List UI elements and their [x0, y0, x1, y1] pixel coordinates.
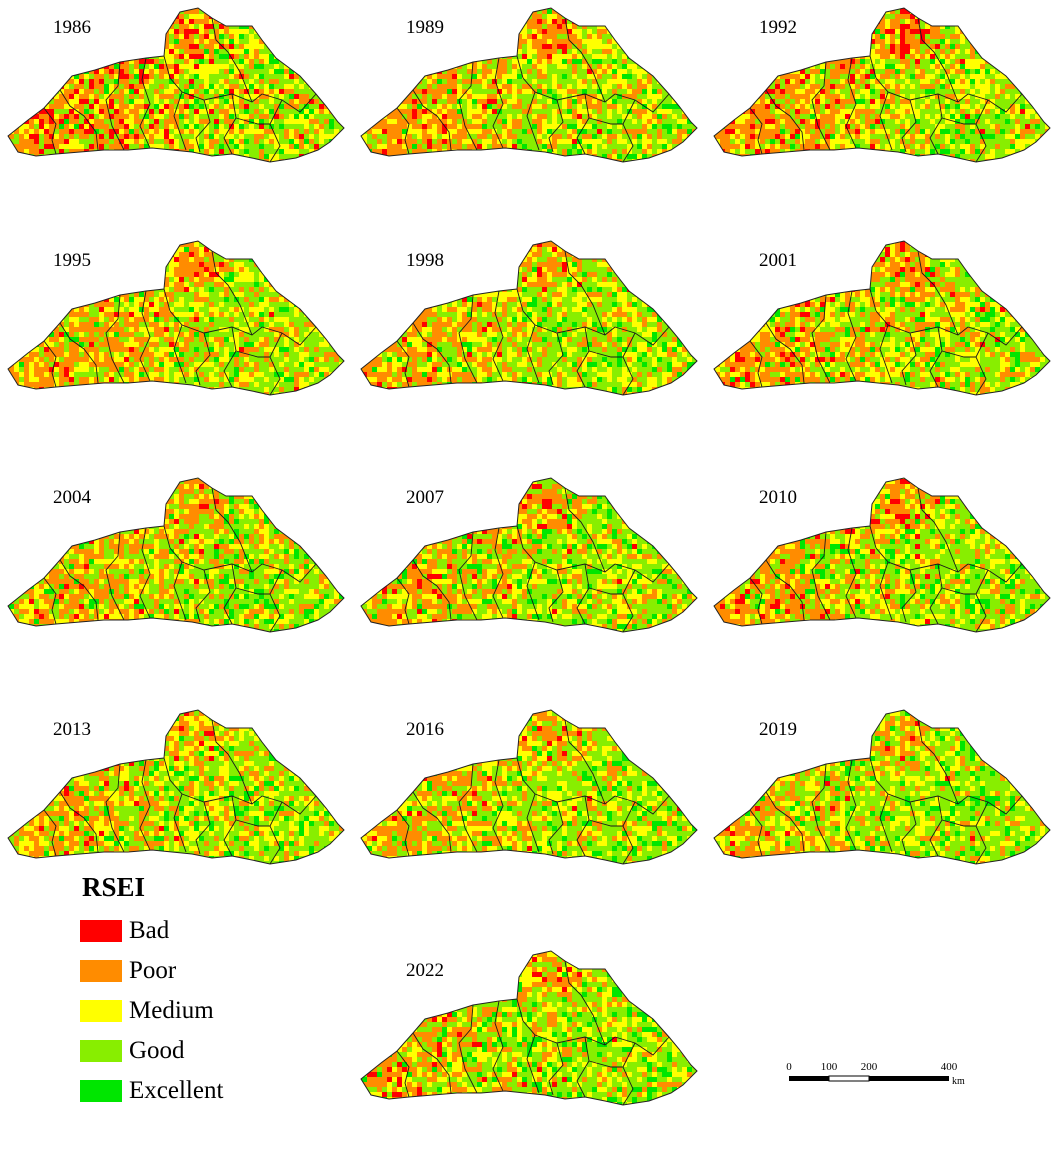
legend-title: RSEI: [82, 872, 145, 903]
scale-bar-segment-black-2: [869, 1076, 949, 1081]
county-boundaries-1995: [43, 250, 317, 395]
year-label-2004: 2004: [53, 487, 91, 509]
rsei-map-1992: [713, 7, 1051, 163]
county-boundaries-2022: [396, 960, 670, 1105]
rsei-map-1989: [360, 7, 698, 163]
year-label-1986: 1986: [53, 17, 91, 39]
region-outline-2004: [7, 477, 345, 633]
legend-label-poor: Poor: [129, 956, 176, 986]
legend-item-bad: Bad: [80, 916, 300, 946]
legend-label-bad: Bad: [129, 916, 169, 946]
region-outline-1995: [7, 240, 345, 396]
region-outline-1986: [7, 7, 345, 163]
county-boundaries-2019: [749, 719, 1023, 864]
year-label-1998: 1998: [406, 250, 444, 272]
map-panel-1989: 1989: [353, 0, 703, 210]
region-outline-2001: [713, 240, 1051, 396]
legend-swatch-medium: [80, 1000, 122, 1022]
county-boundaries-1989: [396, 17, 670, 162]
legend-label-medium: Medium: [129, 996, 214, 1026]
map-panel-2013: 2013: [0, 702, 350, 912]
map-panel-1995: 1995: [0, 233, 350, 443]
rsei-map-2004: [7, 477, 345, 633]
region-outline-1989: [360, 7, 698, 163]
map-panel-2016: 2016: [353, 702, 703, 912]
year-label-2007: 2007: [406, 487, 444, 509]
year-label-1995: 1995: [53, 250, 91, 272]
rsei-map-1995: [7, 240, 345, 396]
scale-bar-unit: km: [952, 1076, 965, 1087]
region-outline-2010: [713, 477, 1051, 633]
legend-item-medium: Medium: [80, 996, 300, 1026]
scale-bar-segment-white: [828, 1075, 870, 1082]
legend-swatch-poor: [80, 960, 122, 982]
legend-swatch-good: [80, 1040, 122, 1062]
year-label-2013: 2013: [53, 719, 91, 741]
year-label-2016: 2016: [406, 719, 444, 741]
year-label-2019: 2019: [759, 719, 797, 741]
map-panel-1998: 1998: [353, 233, 703, 443]
map-panel-2007: 2007: [353, 470, 703, 680]
rsei-map-2022: [360, 950, 698, 1106]
map-panel-2001: 2001: [706, 233, 1052, 443]
map-panel-1986: 1986: [0, 0, 350, 210]
legend: RSEI Bad Poor Medium Good Excellent: [80, 872, 300, 1107]
rsei-map-2010: [713, 477, 1051, 633]
region-outline-2007: [360, 477, 698, 633]
rsei-map-1986: [7, 7, 345, 163]
rsei-map-2001: [713, 240, 1051, 396]
year-label-2010: 2010: [759, 487, 797, 509]
rsei-map-2007: [360, 477, 698, 633]
county-boundaries-1986: [43, 17, 317, 162]
scale-bar-tick-100: 100: [821, 1061, 838, 1073]
map-panel-1992: 1992: [706, 0, 1052, 210]
map-panel-2010: 2010: [706, 470, 1052, 680]
region-outline-2013: [7, 709, 345, 865]
region-outline-1992: [713, 7, 1051, 163]
county-boundaries-1992: [749, 17, 1023, 162]
rsei-map-panels: 1986 1989 1992 1995 1998 2001 2004 2007 2010 2013…: [0, 0, 1052, 1106]
county-boundaries-2016: [396, 719, 670, 864]
legend-label-excellent: Excellent: [129, 1076, 223, 1106]
rsei-map-2016: [360, 709, 698, 865]
county-boundaries-2013: [43, 719, 317, 864]
county-boundaries-2010: [749, 487, 1023, 632]
region-outline-2016: [360, 709, 698, 865]
region-outline-2019: [713, 709, 1051, 865]
rsei-map-1998: [360, 240, 698, 396]
year-label-1989: 1989: [406, 17, 444, 39]
county-boundaries-2004: [43, 487, 317, 632]
year-label-2001: 2001: [759, 250, 797, 272]
map-panel-2004: 2004: [0, 470, 350, 680]
legend-swatch-bad: [80, 920, 122, 942]
year-label-1992: 1992: [759, 17, 797, 39]
region-outline-1998: [360, 240, 698, 396]
legend-swatch-excellent: [80, 1080, 122, 1102]
legend-item-poor: Poor: [80, 956, 300, 986]
scale-bar: 0 100 200 400 km: [780, 1052, 980, 1092]
legend-item-excellent: Excellent: [80, 1076, 300, 1106]
legend-label-good: Good: [129, 1036, 185, 1066]
year-label-2022: 2022: [406, 960, 444, 982]
county-boundaries-1998: [396, 250, 670, 395]
county-boundaries-2001: [749, 250, 1023, 395]
scale-bar-tick-400: 400: [941, 1061, 958, 1073]
county-boundaries-2007: [396, 487, 670, 632]
legend-item-good: Good: [80, 1036, 300, 1066]
scale-bar-graphic: 0 100 200 400 km: [786, 1061, 965, 1087]
region-outline-2022: [360, 950, 698, 1106]
map-panel-2019: 2019: [706, 702, 1052, 912]
scale-bar-tick-200: 200: [861, 1061, 878, 1073]
map-panel-2022: 2022: [353, 943, 703, 1153]
scale-bar-segment-black-1: [789, 1076, 829, 1081]
rsei-map-2019: [713, 709, 1051, 865]
rsei-map-2013: [7, 709, 345, 865]
scale-bar-tick-0: 0: [786, 1061, 792, 1073]
